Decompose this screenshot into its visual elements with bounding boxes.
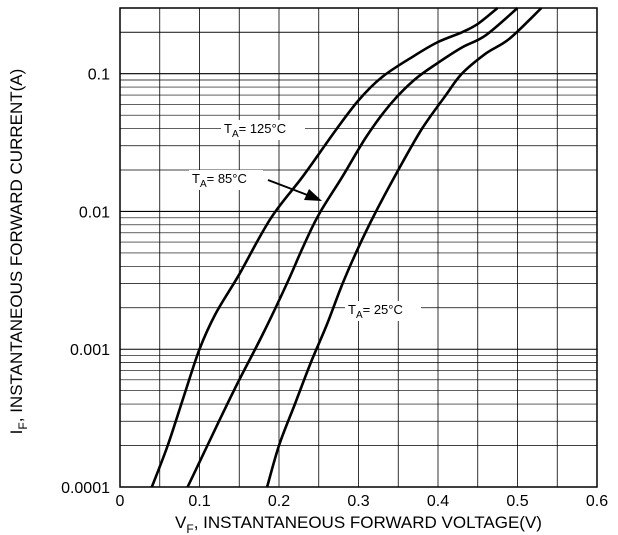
y-tick-labels: 0.0001 0.001 0.01 0.1 [61, 67, 110, 497]
x-tick-label: 0.6 [586, 493, 608, 510]
series-layer [150, 6, 543, 488]
y-tick-label: 0.001 [70, 342, 110, 359]
annotation-label-2: TA= 25°C [348, 302, 403, 321]
annotation-arrow-shaft [267, 179, 311, 197]
x-axis-title-main: V [175, 513, 187, 532]
x-tick-labels: 0 0.1 0.2 0.3 0.4 0.5 0.6 [116, 493, 609, 510]
annotation-background [345, 301, 421, 321]
annotation-label-0: TA= 125°C [224, 121, 286, 140]
annotation-background [221, 120, 305, 140]
y-tick-label: 0.0001 [61, 480, 110, 497]
x-tick-label: 0.2 [268, 493, 290, 510]
y-axis-title-rest: , INSTANTANEOUS FORWARD CURRENT(A) [7, 69, 26, 423]
annotation-background [189, 170, 263, 190]
annotation-label-1: TA= 85°C [192, 171, 247, 190]
x-axis-title: VF, INSTANTANEOUS FORWARD VOLTAGE(V) [175, 513, 542, 535]
y-axis-title-sub: F [16, 422, 30, 429]
y-axis-title: IF, INSTANTANEOUS FORWARD CURRENT(A) [7, 69, 30, 435]
series-line-2 [265, 7, 543, 488]
x-axis-title-sub: F [186, 522, 193, 535]
x-tick-label: 0.3 [347, 493, 369, 510]
y-tick-label: 0.1 [88, 67, 110, 84]
y-tick-label: 0.01 [79, 204, 110, 221]
series-line-1 [186, 7, 519, 488]
y-axis-title-main: I [7, 430, 26, 435]
x-tick-label: 0.1 [188, 493, 210, 510]
series-annotations: TA= 125°C TA= 85°C TA= 25°C [189, 120, 421, 321]
series-line-0 [150, 6, 499, 488]
x-axis-title-rest: , INSTANTANEOUS FORWARD VOLTAGE(V) [194, 513, 542, 532]
x-tick-label: 0 [116, 493, 125, 510]
x-tick-label: 0.5 [506, 493, 528, 510]
annotation-arrow-head [304, 189, 322, 201]
x-tick-label: 0.4 [427, 493, 449, 510]
plot-frame [119, 7, 598, 488]
